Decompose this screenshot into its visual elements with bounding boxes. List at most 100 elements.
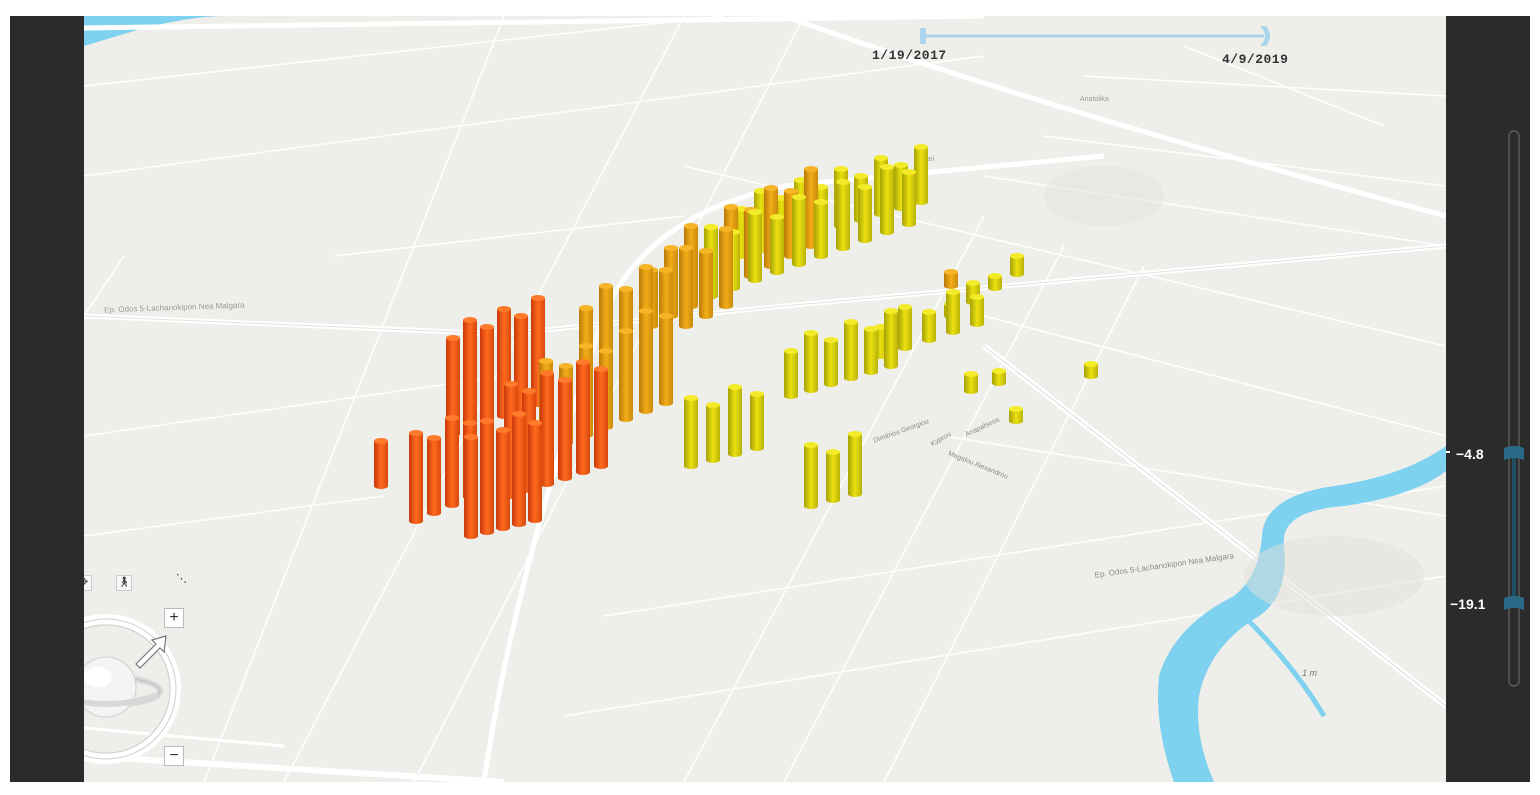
column-base (884, 363, 898, 369)
more-options-icon[interactable]: ⋱ (176, 573, 187, 585)
depth-upper-label: −4.8 (1456, 446, 1484, 462)
column-base (659, 400, 673, 406)
column-top (944, 269, 958, 275)
right-panel: −4.8 −19.1 (1446, 16, 1530, 782)
column-top (558, 377, 572, 383)
column-top (504, 381, 518, 387)
column-body (988, 276, 1002, 288)
column-top (964, 371, 978, 377)
column-top (706, 402, 720, 408)
column-base (858, 237, 872, 243)
column-top (804, 442, 818, 448)
map-view[interactable]: Ep. Odos 5-Lachanokipon Nea Malgara Ep. … (84, 16, 1446, 782)
column-top (427, 435, 441, 441)
column-top (1009, 406, 1023, 412)
column-base (922, 337, 936, 343)
column-base (836, 245, 850, 251)
column-top (463, 420, 477, 426)
column-body (1084, 364, 1098, 376)
walk-icon[interactable]: 🚶︎ (116, 575, 132, 591)
column-top (750, 391, 764, 397)
column-body (824, 340, 838, 384)
column-top (764, 185, 778, 191)
column-base (844, 375, 858, 381)
column-body (706, 405, 720, 460)
column-base (728, 451, 742, 457)
column-body (594, 369, 608, 466)
column-base (496, 525, 510, 531)
column-base (826, 497, 840, 503)
column-top (804, 330, 818, 336)
column-top (792, 194, 806, 200)
column-top (804, 166, 818, 172)
time-slider-start-handle[interactable] (920, 28, 926, 44)
column-body (970, 297, 984, 324)
column-body (844, 322, 858, 378)
globe-navigator-icon[interactable] (84, 611, 188, 771)
column-base (770, 269, 784, 275)
column-top (559, 363, 573, 369)
column-base (512, 521, 526, 527)
column-base (824, 381, 838, 387)
column-base (750, 445, 764, 451)
column-top (464, 434, 478, 440)
column-body (684, 398, 698, 466)
column-top (594, 366, 608, 372)
column-body (964, 374, 978, 391)
column-body (728, 387, 742, 454)
column-base (944, 283, 958, 289)
column-body (814, 202, 828, 256)
time-slider-start-label: 1/19/2017 (872, 48, 947, 63)
column-base (576, 469, 590, 475)
pan-icon[interactable]: ✥ (84, 575, 92, 591)
column-top (834, 166, 848, 172)
column-top (539, 358, 553, 364)
column-base (784, 393, 798, 399)
column-body (512, 414, 526, 524)
column-base (804, 503, 818, 509)
column-body (496, 430, 510, 528)
column-top (599, 348, 613, 354)
depth-slider[interactable] (1446, 16, 1530, 782)
cursor-arrow-icon (135, 635, 167, 669)
column-base (719, 303, 733, 309)
time-slider-end-handle[interactable] (1260, 26, 1270, 46)
depth-slider-upper-handle[interactable] (1504, 446, 1524, 460)
column-body (374, 441, 388, 486)
column-body (409, 433, 423, 521)
column-base (464, 533, 478, 539)
scene-viewer: Ep. Odos 5-Lachanokipon Nea Malgara Ep. … (10, 16, 1530, 782)
column-base (480, 529, 494, 535)
column-body (826, 452, 840, 500)
column-base (946, 329, 960, 335)
column-base (970, 321, 984, 327)
column-base (902, 221, 916, 227)
column-top (1084, 361, 1098, 367)
column-top (724, 204, 738, 210)
depth-slider-lower-handle[interactable] (1504, 596, 1524, 610)
column-base (914, 199, 928, 205)
column-top (576, 359, 590, 365)
column-top (463, 317, 477, 323)
column-top (966, 280, 980, 286)
column-top (639, 308, 653, 314)
zoom-out-button[interactable]: − (164, 746, 184, 766)
column-base (558, 475, 572, 481)
column-top (922, 309, 936, 315)
column-top (619, 328, 633, 334)
column-top (864, 326, 878, 332)
column-top (880, 164, 894, 170)
column-base (864, 369, 878, 375)
time-slider[interactable] (914, 24, 1294, 54)
column-body (679, 248, 693, 326)
zoom-in-button[interactable]: + (164, 608, 184, 628)
column-body (558, 380, 572, 478)
column-body (659, 316, 673, 403)
column-base (374, 483, 388, 489)
column-body (804, 333, 818, 390)
column-body (599, 286, 613, 366)
column-top (639, 264, 653, 270)
column-body (480, 421, 494, 532)
column-base (880, 229, 894, 235)
column-top (874, 155, 888, 161)
